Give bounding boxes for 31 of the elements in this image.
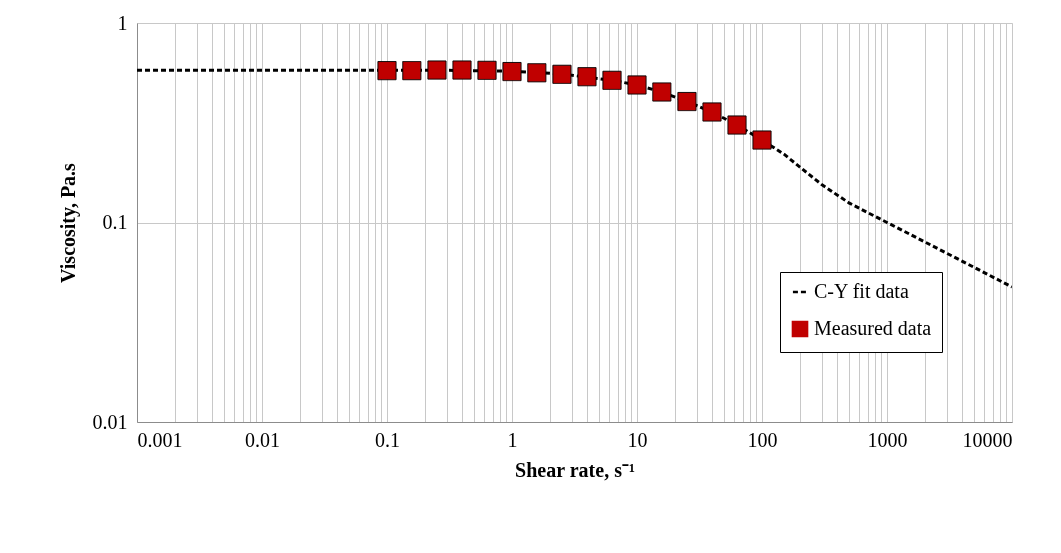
x-tick-label: 10: [627, 428, 648, 451]
legend-label: C-Y fit data: [814, 280, 909, 302]
point: [502, 61, 522, 82]
point: [702, 102, 722, 122]
point: [477, 60, 497, 80]
point: [377, 61, 397, 81]
point: [552, 64, 572, 84]
x-tick-label: 1000: [867, 428, 908, 451]
point: [452, 60, 472, 80]
x-tick-label: 0.1: [375, 428, 400, 451]
point: [577, 67, 597, 87]
point: [677, 91, 697, 112]
point: [527, 63, 547, 83]
y-tick-label: 0.1: [102, 211, 128, 233]
x-tick-label: 10000: [962, 428, 1013, 451]
legend-label: Measured data: [814, 317, 932, 339]
y-tick-label: 0.01: [92, 410, 128, 433]
point: [427, 60, 447, 80]
point: [402, 61, 422, 81]
x-axis-title: Shear rate, s⁻¹: [515, 458, 635, 481]
x-tick-label: 0.001: [137, 428, 183, 451]
x-tick-label: 1: [507, 428, 518, 451]
point: [627, 75, 647, 95]
y-axis-title: Viscosity, Pa.s: [56, 162, 80, 283]
point: [752, 130, 772, 150]
point: [652, 82, 672, 102]
x-tick-label: 100: [747, 428, 778, 451]
y-tick-label: 1: [117, 11, 128, 34]
x-tick-label: 0.01: [245, 428, 280, 451]
point: [602, 70, 622, 90]
point: [727, 115, 747, 135]
